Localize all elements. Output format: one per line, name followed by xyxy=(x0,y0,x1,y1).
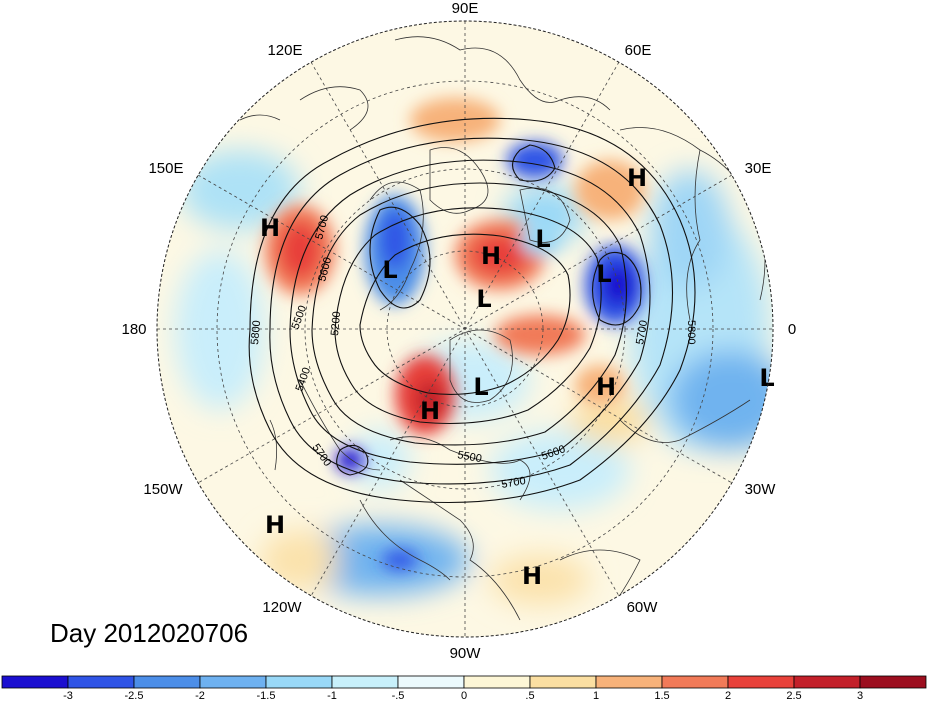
colorbar-tick-label: 2.5 xyxy=(786,690,801,702)
colorbar-tick-label: -2.5 xyxy=(125,690,144,702)
lon-label: 30E xyxy=(745,160,772,177)
lon-label: 60E xyxy=(625,42,652,59)
lon-label: 150W xyxy=(143,481,183,498)
lon-label: 60W xyxy=(627,599,659,616)
colorbar-swatch xyxy=(331,675,399,689)
high-pressure-marker: H xyxy=(522,562,542,590)
colorbar-swatch xyxy=(727,675,795,689)
map-boundary xyxy=(156,20,774,638)
colorbar-swatch xyxy=(859,675,927,689)
colorbar-swatch xyxy=(199,675,267,689)
colorbar-tick-label: -.5 xyxy=(392,690,405,702)
low-pressure-marker: L xyxy=(759,364,774,392)
contour-label: 5200 xyxy=(329,311,343,336)
colorbar-swatch xyxy=(397,675,465,689)
colorbar-tick-label: -1 xyxy=(327,690,337,702)
colorbar-swatch xyxy=(265,675,333,689)
map-title: Day 2012020706 xyxy=(50,618,249,648)
high-pressure-marker: H xyxy=(627,164,647,192)
low-pressure-marker: L xyxy=(596,260,611,288)
colorbar-tick-label: 1 xyxy=(593,690,599,702)
lon-label: 120W xyxy=(262,599,302,616)
contour-label: 5800 xyxy=(685,320,697,344)
high-pressure-marker: H xyxy=(265,511,285,539)
colorbar-tick-label: 2 xyxy=(725,690,731,702)
low-pressure-marker: L xyxy=(535,225,550,253)
lon-label: 0 xyxy=(788,321,796,338)
low-pressure-marker: L xyxy=(473,373,488,401)
colorbar-tick-label: -3 xyxy=(63,690,73,702)
lon-label: 120E xyxy=(267,42,302,59)
lon-label: 150E xyxy=(148,160,183,177)
contour-label: 5700 xyxy=(634,319,650,345)
colorbar-swatch xyxy=(529,675,597,689)
colorbar-tick-label: -2 xyxy=(195,690,205,702)
colorbar-swatch xyxy=(1,675,69,689)
lon-label: 30W xyxy=(745,481,777,498)
colorbar-swatch xyxy=(595,675,663,689)
lon-label: 180 xyxy=(121,321,146,338)
low-pressure-marker: L xyxy=(382,256,397,284)
contour-label: 5800 xyxy=(249,320,263,345)
high-pressure-marker: H xyxy=(260,214,280,242)
contour-label: 5700 xyxy=(500,475,526,491)
colorbar-tick-label: 0 xyxy=(461,690,467,702)
coastlines xyxy=(239,36,766,621)
graticule xyxy=(157,21,773,637)
high-pressure-marker: H xyxy=(481,242,501,270)
colorbar-tick-label: .5 xyxy=(525,690,534,702)
pressure-centers: H H L L H L L L H L H H H xyxy=(260,164,775,590)
low-pressure-marker: L xyxy=(476,285,491,313)
colorbar-swatch xyxy=(133,675,201,689)
colorbar: -3 -2.5 -2 -1.5 -1 -.5 0 .5 1 1.5 2 2.5 3 xyxy=(1,675,927,702)
contour-label: 5500 xyxy=(456,449,482,465)
colorbar-swatch xyxy=(661,675,729,689)
longitude-labels: 90E 60E 30E 0 30W 60W 90W 120W 150W 180 … xyxy=(121,0,796,662)
high-pressure-marker: H xyxy=(596,373,616,401)
lon-label: 90W xyxy=(450,645,482,662)
colorbar-tick-label: 1.5 xyxy=(654,690,669,702)
height-contours xyxy=(248,117,696,503)
lon-label: 90E xyxy=(452,0,479,17)
high-pressure-marker: H xyxy=(420,397,440,425)
colorbar-swatch xyxy=(67,675,135,689)
colorbar-tick-label: 3 xyxy=(857,690,863,702)
colorbar-swatch xyxy=(793,675,861,689)
colorbar-swatch xyxy=(463,675,531,689)
colorbar-tick-label: -1.5 xyxy=(257,690,276,702)
